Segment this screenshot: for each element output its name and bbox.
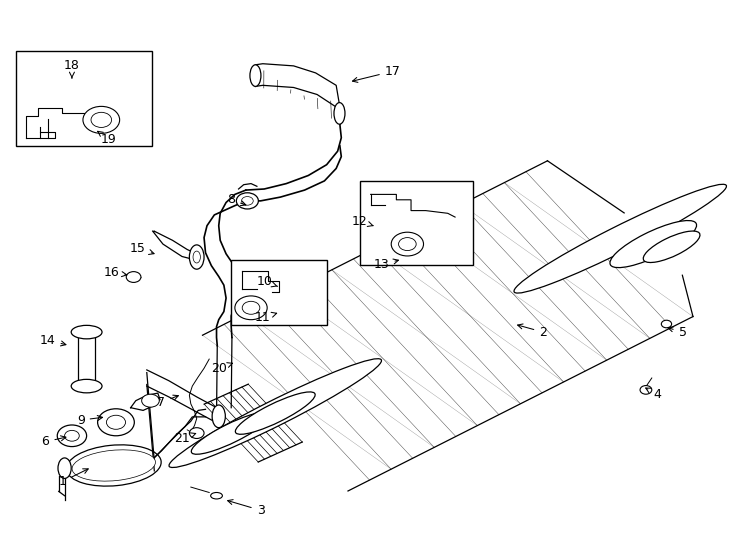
Circle shape — [57, 425, 87, 447]
Text: 21: 21 — [174, 432, 196, 445]
Text: 3: 3 — [228, 500, 264, 517]
Ellipse shape — [334, 103, 345, 124]
Circle shape — [98, 409, 134, 436]
Text: 10: 10 — [256, 275, 277, 288]
Text: 20: 20 — [211, 362, 233, 375]
Circle shape — [661, 320, 672, 328]
Ellipse shape — [72, 450, 156, 481]
Text: 9: 9 — [77, 414, 103, 427]
Circle shape — [640, 386, 652, 394]
Text: 15: 15 — [130, 242, 154, 255]
Ellipse shape — [211, 492, 222, 499]
Text: 6: 6 — [42, 435, 66, 448]
Text: 14: 14 — [40, 334, 66, 347]
Circle shape — [142, 394, 159, 407]
Text: 5: 5 — [668, 326, 686, 339]
Text: 4: 4 — [646, 388, 661, 401]
Text: 2: 2 — [517, 324, 547, 339]
Text: 16: 16 — [103, 266, 127, 279]
Text: 17: 17 — [352, 65, 401, 83]
Ellipse shape — [236, 392, 315, 434]
Circle shape — [91, 112, 112, 127]
Ellipse shape — [169, 359, 382, 468]
Text: 19: 19 — [98, 131, 117, 146]
Ellipse shape — [189, 245, 204, 269]
Text: 12: 12 — [352, 215, 373, 228]
Circle shape — [236, 193, 258, 209]
Circle shape — [83, 106, 120, 133]
Ellipse shape — [643, 231, 700, 262]
Text: 1: 1 — [59, 469, 88, 488]
Text: 11: 11 — [255, 311, 277, 324]
Ellipse shape — [71, 379, 102, 393]
Circle shape — [399, 238, 416, 251]
Circle shape — [65, 430, 79, 441]
Text: 13: 13 — [374, 258, 399, 271]
Ellipse shape — [58, 458, 71, 478]
Ellipse shape — [514, 184, 727, 293]
Bar — [360, 181, 473, 265]
Bar — [16, 51, 152, 146]
Circle shape — [391, 232, 424, 256]
Circle shape — [242, 301, 260, 314]
Text: 18: 18 — [64, 59, 80, 78]
Ellipse shape — [66, 445, 161, 486]
Text: 7: 7 — [158, 395, 178, 409]
Ellipse shape — [250, 65, 261, 86]
Circle shape — [106, 415, 126, 429]
Ellipse shape — [610, 220, 697, 268]
Circle shape — [189, 428, 204, 438]
Ellipse shape — [212, 405, 225, 428]
Circle shape — [126, 272, 141, 282]
Bar — [231, 260, 327, 325]
Ellipse shape — [192, 412, 271, 454]
Circle shape — [235, 296, 267, 320]
Text: 8: 8 — [228, 193, 246, 206]
Ellipse shape — [71, 325, 102, 339]
